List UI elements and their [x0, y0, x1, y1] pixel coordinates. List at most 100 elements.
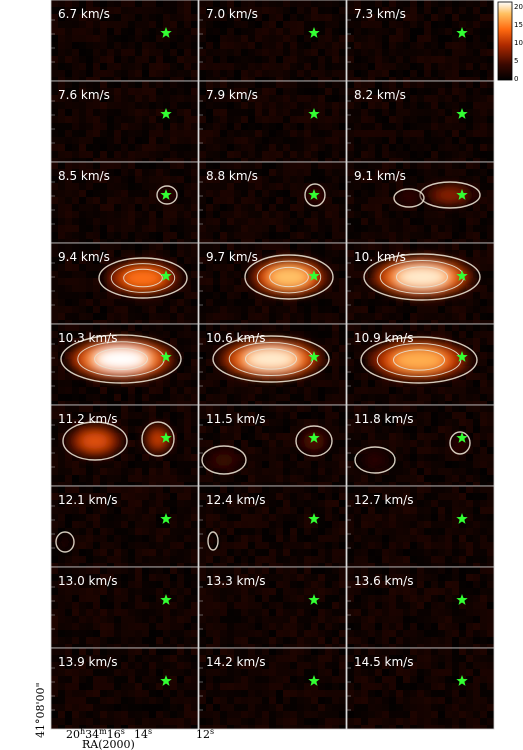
velocity-label: 8.5 km/s [58, 169, 110, 183]
velocity-label: 7.6 km/s [58, 88, 110, 102]
contour-line [395, 266, 449, 288]
velocity-label: 11.8 km/s [354, 412, 413, 426]
panels-layer: 6.7 km/s 7.0 km/s 7.3 km/s 7.6 km/s 7.9 km/s… [50, 0, 495, 730]
star-icon [160, 27, 172, 38]
contour-line [354, 446, 396, 474]
star-icon [456, 675, 468, 686]
channel-panel: 8.8 km/s [198, 161, 347, 244]
velocity-label: 10.6 km/s [206, 331, 265, 345]
contour-line [295, 425, 333, 457]
contour-line [304, 183, 326, 207]
colorbar-tick: 5 [514, 57, 518, 65]
velocity-label: 11.5 km/s [206, 412, 265, 426]
star-icon [160, 351, 172, 362]
channel-panel: 14.5 km/s [346, 647, 495, 730]
panel-frame [198, 647, 347, 730]
contour-line [363, 253, 481, 301]
channel-panel: 13.0 km/s [50, 566, 199, 649]
contour-line [60, 334, 182, 384]
star-icon [456, 270, 468, 281]
star-icon [308, 432, 320, 443]
colorbar-tick: 10 [514, 39, 523, 47]
emission-blob [208, 533, 218, 549]
channel-panel: 7.6 km/s [50, 80, 199, 163]
contour-line [156, 185, 178, 205]
channel-panel: 7.9 km/s [198, 80, 347, 163]
emission-blob [204, 447, 244, 473]
contour-line [123, 268, 163, 288]
channel-panel: 7.0 km/s [198, 0, 347, 82]
contour-line [256, 260, 322, 294]
contour-line [244, 254, 334, 300]
panel-frame [50, 647, 199, 730]
contour-line [98, 257, 188, 299]
velocity-label: 8.2 km/s [354, 88, 406, 102]
emission-blob [298, 427, 330, 455]
contour-line [392, 349, 446, 371]
star-icon [456, 189, 468, 200]
contour-line [55, 531, 75, 553]
contour-line [141, 421, 175, 457]
contour-line [449, 431, 471, 455]
channel-panel: 11.5 km/s [198, 404, 347, 487]
contour-line [212, 335, 330, 383]
channel-panel: 8.2 km/s [346, 80, 495, 163]
velocity-label: 13.6 km/s [354, 574, 413, 588]
velocity-label: 9.4 km/s [58, 250, 110, 264]
star-icon [456, 594, 468, 605]
channel-panel: 10.9 km/s [346, 323, 495, 406]
channel-panel: 9.1 km/s [346, 161, 495, 244]
contour-line [201, 445, 247, 475]
velocity-label: 6.7 km/s [58, 7, 110, 21]
contour-line [110, 263, 176, 293]
emission-blob [143, 423, 173, 455]
star-icon [308, 513, 320, 524]
velocity-label: 7.9 km/s [206, 88, 258, 102]
contour-line [62, 421, 128, 461]
velocity-label: 9.7 km/s [206, 250, 258, 264]
emission-blob [219, 338, 323, 380]
channel-panel: 7.3 km/s [346, 0, 495, 82]
star-icon [160, 513, 172, 524]
emission-blob [367, 339, 471, 381]
x-tick-labels: 20h34m16s 14s 12s [66, 727, 214, 742]
star-icon [308, 27, 320, 38]
colorbar-tick: 0 [514, 75, 518, 83]
channel-panel: 12.4 km/s [198, 485, 347, 568]
star-icon [308, 108, 320, 119]
x-axis-label: RA(2000) [82, 738, 135, 750]
velocity-label: 10.3 km/s [58, 331, 117, 345]
channel-panel: 11.8 km/s [346, 404, 495, 487]
contour-line [393, 188, 425, 208]
emission-blob [66, 424, 124, 458]
contour-line [269, 266, 309, 288]
star-icon [160, 108, 172, 119]
colorbar: 20 15 10 5 0 [497, 1, 523, 83]
star-icon [308, 594, 320, 605]
channel-panel: 8.5 km/s [50, 161, 199, 244]
channel-panel: 13.6 km/s [346, 566, 495, 649]
channel-panel: 13.3 km/s [198, 566, 347, 649]
star-icon [160, 189, 172, 200]
velocity-label: 10.9 km/s [354, 331, 413, 345]
panel-frame [346, 647, 495, 730]
velocity-label: 10. km/s [354, 250, 406, 264]
velocity-label: 14.2 km/s [206, 655, 265, 669]
emission-blob [370, 256, 474, 298]
contour-line [207, 531, 219, 551]
velocity-label: 13.0 km/s [58, 574, 117, 588]
velocity-label: 13.3 km/s [206, 574, 265, 588]
channel-panel: 10. km/s [346, 242, 495, 325]
star-icon [456, 351, 468, 362]
contour-line [244, 348, 298, 370]
emission-blob [67, 337, 175, 381]
velocity-label: 7.3 km/s [354, 7, 406, 21]
velocity-label: 8.8 km/s [206, 169, 258, 183]
velocity-label: 12.7 km/s [354, 493, 413, 507]
colorbar-tick: 15 [514, 21, 523, 29]
star-icon [456, 432, 468, 443]
channel-panel: 6.7 km/s [50, 0, 199, 82]
star-icon [308, 351, 320, 362]
x-tick-label: 14s [134, 727, 152, 742]
